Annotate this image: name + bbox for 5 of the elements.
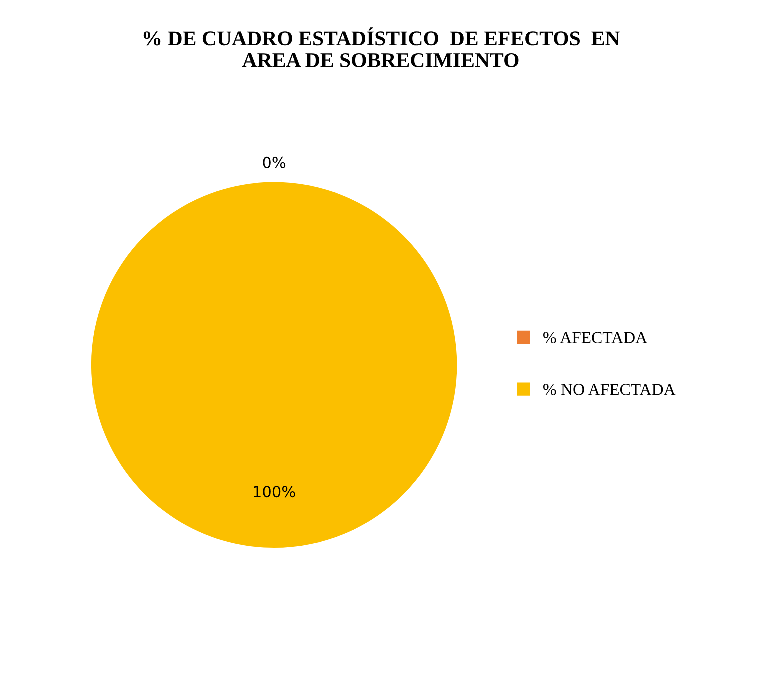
legend-label: % AFECTADA bbox=[543, 332, 648, 344]
legend-label: % NO AFECTADA bbox=[543, 384, 676, 396]
text: 0% bbox=[263, 156, 286, 168]
chart-title: % DE CUADRO ESTADÍSTICO DE EFECTOS EN AREA DE SOBRECIMIENTO bbox=[144, 28, 620, 68]
data-label: 100% bbox=[254, 486, 296, 498]
